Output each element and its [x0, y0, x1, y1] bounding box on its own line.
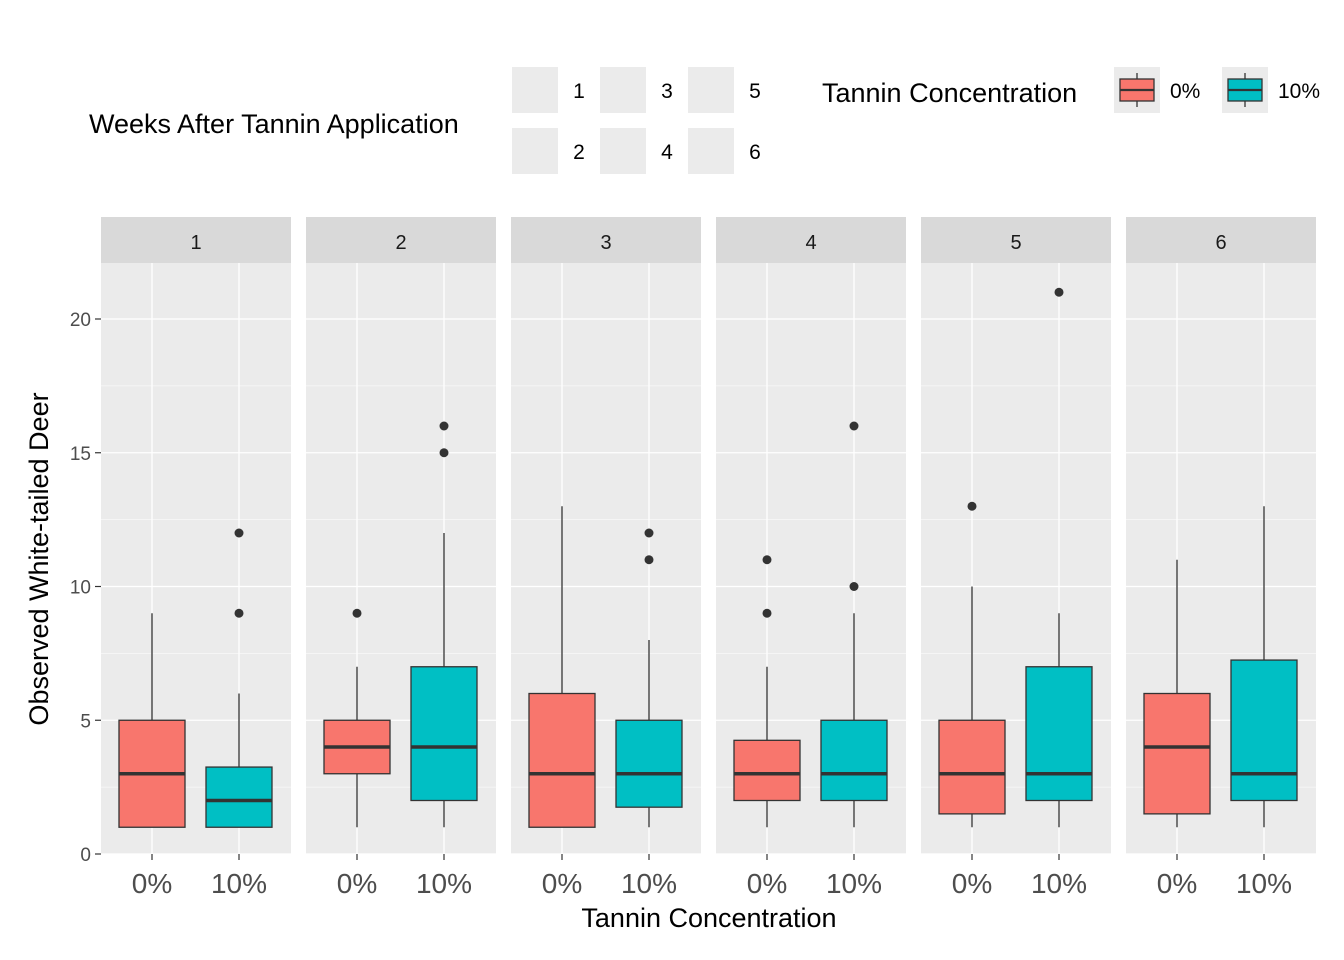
facet-strip-6: [1126, 217, 1316, 263]
x-tick-label: 10%: [1236, 868, 1292, 899]
legend-weeks-title: Weeks After Tannin Application: [89, 109, 459, 139]
box-body: [1025, 666, 1093, 802]
boxplot-week3-0pct: [528, 506, 596, 828]
x-tick-label: 0%: [952, 868, 992, 899]
boxplot-week2-0pct: [323, 608, 391, 828]
y-tick-label-10: 10: [70, 578, 91, 599]
boxplot-week4-10pct: [820, 421, 888, 828]
box-body: [938, 719, 1006, 815]
box-outlier-point: [439, 421, 449, 431]
x-tick-label: 0%: [337, 868, 377, 899]
x-tick-label: 0%: [542, 868, 582, 899]
facet-strip-label-5: 5: [1010, 232, 1021, 254]
box-outlier-point: [439, 448, 449, 458]
facet-strip-2: [306, 217, 496, 263]
facet-strip-1: [101, 217, 291, 263]
box-outlier-point: [644, 528, 654, 538]
y-tick-label-0: 0: [80, 845, 91, 866]
x-tick-label: 0%: [1157, 868, 1197, 899]
box-outlier-point: [849, 421, 859, 431]
legend-weeks-label-1: 1: [573, 80, 585, 103]
legend-weeks-key-5: [688, 67, 734, 113]
box-body: [733, 739, 801, 802]
box-body: [615, 719, 683, 808]
facet-strip-4: [716, 217, 906, 263]
x-tick-label: 10%: [826, 868, 882, 899]
legend-tannin-title: Tannin Concentration: [822, 78, 1077, 108]
box-body: [1230, 659, 1298, 802]
legend-weeks-label-2: 2: [573, 141, 585, 164]
box-outlier-point: [352, 608, 362, 618]
facet-strip-label-2: 2: [395, 232, 406, 254]
legend-layer: Weeks After Tannin Application Tannin Co…: [89, 67, 1320, 174]
x-tick-label: 10%: [1031, 868, 1087, 899]
facet-strip-label-3: 3: [600, 232, 611, 254]
facet-panel-3: 3 0% 10%: [511, 217, 701, 899]
boxplot-week6-0pct: [1143, 559, 1211, 828]
facet-strip-3: [511, 217, 701, 263]
facet-panel-4: 4 0% 10%: [716, 217, 906, 899]
y-axis-title: Observed White-tailed Deer: [24, 392, 54, 725]
boxplot-week1-10pct: [205, 528, 273, 828]
box-outlier-point: [234, 528, 244, 538]
boxplot-week5-10pct: [1025, 287, 1093, 828]
box-outlier-point: [967, 501, 977, 511]
y-tick-label-15: 15: [70, 444, 91, 465]
y-tick-label-20: 20: [70, 310, 91, 331]
facet-strip-label-4: 4: [805, 232, 816, 254]
boxplot-week5-0pct: [938, 501, 1006, 828]
legend-weeks-label-4: 4: [661, 141, 673, 164]
legend-weeks-label-5: 5: [749, 80, 761, 103]
facet-panels: 10% 10%20% 10%30% 10%40% 10%50% 10%60% 10%: [101, 217, 1316, 899]
x-tick-label: 10%: [621, 868, 677, 899]
box-body: [1143, 692, 1211, 815]
box-body: [820, 719, 888, 802]
facet-panel-1: 10% 10%: [101, 217, 291, 899]
legend-weeks-label-6: 6: [749, 141, 761, 164]
boxplot-week3-10pct: [615, 528, 683, 828]
box-outlier-point: [1054, 287, 1064, 297]
facet-panel-2: 2 0% 10%: [306, 217, 496, 899]
box-outlier-point: [849, 582, 859, 591]
facet-panel-5: 5 0% 10%: [921, 217, 1111, 899]
boxplot-week4-0pct: [733, 555, 801, 828]
box-outlier-point: [762, 555, 772, 565]
y-tick-label-5: 5: [80, 711, 91, 732]
x-tick-label: 0%: [747, 868, 787, 899]
box-outlier-point: [762, 608, 772, 618]
boxplot-week2-10pct: [410, 421, 478, 828]
legend-tannin-label-0: 0%: [1170, 80, 1200, 103]
x-axis-title: Tannin Concentration: [581, 903, 836, 933]
facet-strip-label-1: 1: [190, 232, 201, 254]
legend-weeks-key-4: [600, 128, 646, 174]
legend-weeks-key-3: [600, 67, 646, 113]
x-tick-label: 0%: [132, 868, 172, 899]
box-body: [205, 766, 273, 828]
legend-weeks-key-1: [512, 67, 558, 113]
legend-weeks-label-3: 3: [661, 80, 673, 103]
legend-weeks-key-2: [512, 128, 558, 174]
x-tick-label: 10%: [211, 868, 267, 899]
boxplot-week6-10pct: [1230, 506, 1298, 828]
boxplot-week1-0pct: [118, 613, 186, 828]
box-body: [528, 692, 596, 828]
box-body: [410, 666, 478, 802]
facet-strip-label-6: 6: [1215, 232, 1226, 254]
legend-tannin-label-1: 10%: [1278, 80, 1320, 103]
x-tick-label: 10%: [416, 868, 472, 899]
facet-panel-6: 6 0% 10%: [1126, 217, 1316, 899]
box-outlier-point: [234, 608, 244, 618]
facet-strip-5: [921, 217, 1111, 263]
y-axis: 0 5 10 15 20: [70, 310, 101, 866]
box-outlier-point: [644, 555, 654, 565]
legend-weeks-key-6: [688, 128, 734, 174]
